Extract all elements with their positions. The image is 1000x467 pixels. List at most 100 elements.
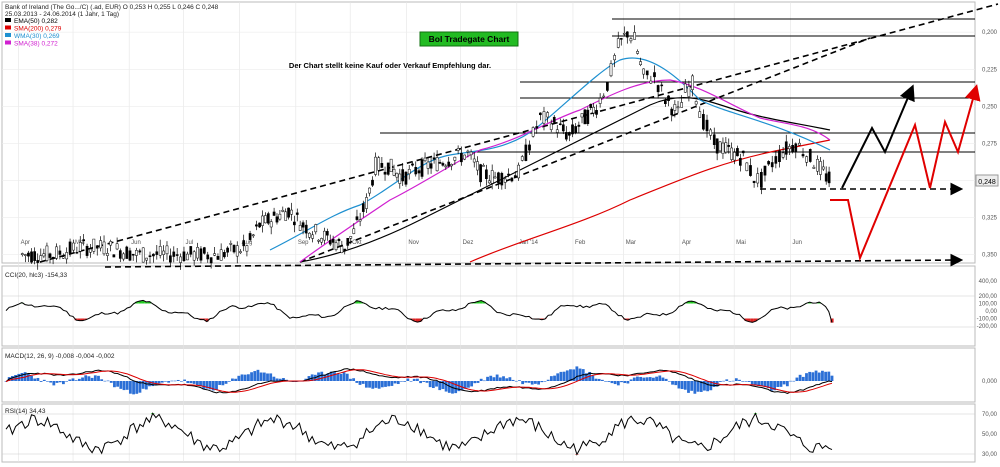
macd-bar (632, 377, 636, 381)
candle (392, 164, 396, 177)
candle (298, 220, 302, 231)
candle (75, 246, 79, 254)
macd-bar (613, 381, 617, 385)
candle (226, 246, 229, 257)
candle (331, 235, 335, 249)
macd-bar (607, 381, 611, 382)
macd-bar (770, 381, 773, 391)
candle (827, 166, 831, 188)
macd-bar (798, 374, 802, 381)
cci-tick: 400,00 (979, 279, 998, 285)
macd-bar (180, 381, 183, 382)
macd-bar (699, 381, 703, 392)
macd-bar (227, 381, 231, 382)
candle (778, 144, 781, 168)
macd-bar (36, 377, 40, 381)
sma38-line (299, 79, 831, 263)
candle (642, 68, 645, 79)
candle (30, 248, 33, 264)
macd-bar (808, 371, 812, 381)
cci-oversold-bar (84, 318, 88, 320)
candle (561, 118, 565, 135)
macd-bar (87, 376, 91, 381)
candle (165, 241, 169, 260)
macd-bar (97, 375, 100, 381)
candle (383, 166, 387, 181)
macd-bar (409, 381, 413, 382)
candle (586, 106, 590, 126)
macd-bar (785, 381, 789, 387)
candle (343, 248, 347, 255)
last-price-box (975, 174, 999, 187)
cci-oversold-bar (198, 318, 203, 320)
macd-bar (683, 381, 687, 390)
macd-bar (645, 377, 649, 381)
candle (199, 246, 203, 264)
candle (251, 233, 255, 238)
price-tick: 0,200 (982, 30, 998, 36)
macd-bar (141, 381, 145, 389)
candle (349, 236, 353, 245)
candle (148, 251, 152, 264)
candle (337, 237, 341, 247)
candle (718, 141, 722, 152)
candle (788, 143, 791, 155)
candle (513, 171, 517, 179)
macd-bar (559, 371, 563, 381)
macd-bar (282, 378, 285, 381)
macd-bar (361, 381, 365, 384)
macd-bar (192, 381, 196, 384)
wma30-line (269, 57, 831, 251)
last-price-label: 0,248 (978, 179, 996, 186)
candle (295, 208, 299, 222)
candle (784, 134, 788, 161)
macd-bar (782, 381, 786, 385)
candle (687, 80, 691, 102)
macd-bar (211, 381, 215, 391)
candle (85, 243, 89, 259)
cci-overbought-bar (808, 302, 812, 304)
macd-bar (352, 378, 356, 381)
macd-bar (671, 381, 674, 385)
macd-bar (17, 373, 21, 381)
candle (649, 75, 653, 85)
resistance-levels (380, 18, 975, 153)
candle (472, 152, 476, 168)
cci-oversold-bar (202, 318, 206, 320)
macd-bar (46, 381, 49, 382)
candle (213, 246, 216, 257)
macd-bar (128, 381, 132, 394)
candle (577, 121, 581, 134)
macd-bar (278, 378, 282, 381)
candle (460, 146, 463, 166)
macd-bar (553, 375, 556, 381)
candle (36, 253, 40, 270)
macd-bar (530, 381, 534, 385)
candle (95, 244, 99, 256)
macd-bar (33, 378, 37, 381)
legend-item: EMA(50) 0,282 (14, 18, 58, 25)
candle (673, 100, 677, 118)
macd-bar (674, 381, 678, 386)
candle (432, 152, 436, 164)
cci-oversold-bar (412, 318, 416, 322)
candle (125, 245, 129, 259)
month-label: Apr (682, 240, 691, 246)
macd-bar (460, 381, 464, 391)
candle (602, 93, 606, 99)
candle (420, 157, 424, 179)
macd-bar (77, 378, 81, 381)
candle (808, 148, 812, 163)
candle (401, 162, 405, 186)
candle (756, 167, 760, 188)
candle (78, 236, 82, 259)
cci-overbought-bar (144, 301, 148, 304)
legend-item: SMA(38) 0,272 (14, 41, 58, 48)
macd-bar (253, 371, 257, 381)
candle (374, 152, 377, 177)
cci-overbought-bar (693, 301, 697, 304)
lower-trend-line (299, 37, 871, 263)
candle (438, 159, 442, 164)
candle (571, 118, 574, 138)
rsi-line (5, 412, 833, 456)
